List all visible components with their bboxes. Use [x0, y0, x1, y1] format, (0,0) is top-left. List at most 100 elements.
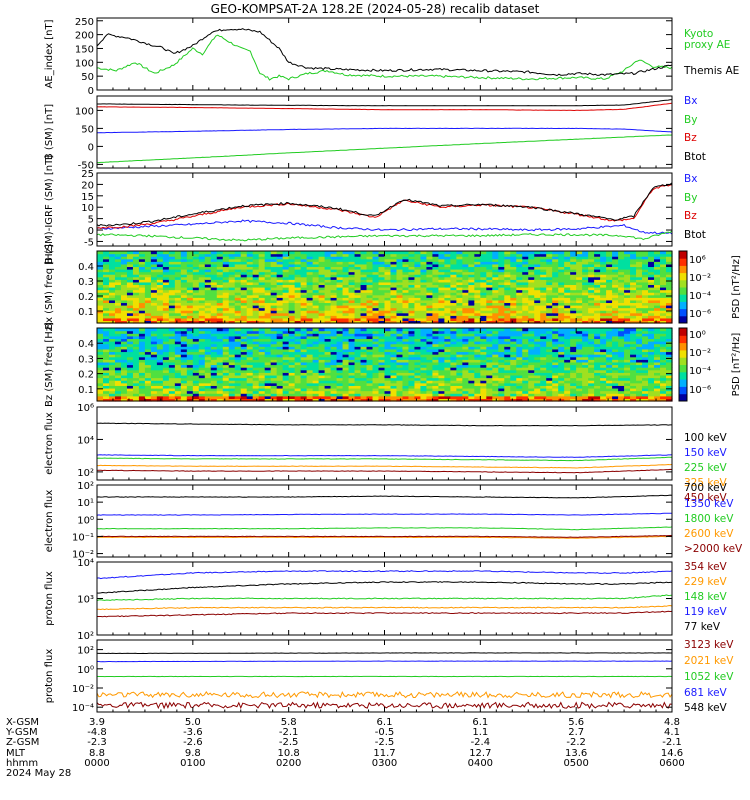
heatmap-cell: [372, 284, 380, 288]
heatmap-cell: [150, 333, 158, 337]
heatmap-cell: [294, 279, 302, 283]
heatmap-cell: [336, 269, 344, 273]
heatmap-cell: [504, 369, 511, 373]
heatmap-cell: [240, 261, 248, 265]
colorbar-tick: 10⁻²: [689, 273, 711, 284]
heatmap-cell: [180, 294, 188, 298]
heatmap-cell: [216, 330, 224, 334]
heatmap-cell: [97, 338, 104, 342]
heatmap-cell: [300, 351, 308, 355]
heatmap-cell: [210, 398, 218, 402]
heatmap-cell: [492, 251, 499, 255]
heatmap-cell: [666, 307, 673, 311]
heatmap-cell: [216, 385, 224, 389]
heatmap-cell: [648, 310, 655, 314]
heatmap-cell: [342, 274, 350, 278]
heatmap-cell: [144, 351, 152, 355]
heatmap-cell: [264, 266, 272, 270]
heatmap-cell: [198, 343, 206, 347]
heatmap-cell: [408, 305, 416, 309]
heatmap-cell: [97, 266, 104, 270]
heatmap-cell: [360, 351, 368, 355]
heatmap-cell: [498, 351, 505, 355]
y-tick-label: -5: [84, 237, 94, 248]
heatmap-cell: [540, 305, 547, 309]
heatmap-cell: [354, 395, 362, 399]
heatmap-cell: [144, 251, 152, 255]
heatmap-cell: [378, 271, 386, 275]
heatmap-cell: [97, 261, 104, 265]
heatmap-cell: [108, 359, 116, 363]
heatmap-cell: [198, 261, 206, 265]
legend-entry: Bx: [684, 173, 697, 185]
heatmap-cell: [504, 261, 511, 265]
heatmap-cell: [210, 364, 218, 368]
heatmap-cell: [210, 361, 218, 366]
heatmap-cell: [210, 294, 218, 298]
heatmap-cell: [354, 387, 362, 392]
heatmap-cell: [486, 346, 493, 350]
heatmap-cell: [558, 297, 565, 301]
heatmap-cell: [462, 354, 469, 358]
heatmap-cell: [180, 377, 188, 381]
heatmap-cell: [582, 317, 589, 322]
heatmap-cell: [378, 359, 386, 363]
heatmap-cell: [228, 330, 236, 334]
heatmap-cell: [366, 294, 374, 298]
heatmap-cell: [168, 330, 176, 334]
heatmap-cell: [618, 256, 625, 260]
heatmap-cell: [282, 281, 290, 286]
heatmap-cell: [234, 276, 242, 280]
heatmap-cell: [432, 354, 440, 358]
heatmap-cell: [132, 312, 140, 316]
panel-frame: [96, 17, 673, 91]
heatmap-cell: [300, 307, 308, 311]
heatmap-cell: [432, 281, 440, 286]
heatmap-cell: [318, 307, 326, 311]
heatmap-cell: [480, 274, 487, 278]
heatmap-cell: [264, 302, 272, 306]
heatmap-cell: [438, 302, 445, 306]
heatmap-cell: [372, 320, 380, 324]
heatmap-cell: [300, 258, 308, 262]
heatmap-cell: [354, 281, 362, 286]
heatmap-cell: [144, 364, 152, 368]
heatmap-cell: [114, 263, 122, 268]
heatmap-cell: [366, 320, 374, 324]
heatmap-cell: [282, 302, 290, 306]
heatmap-cell: [390, 343, 398, 347]
heatmap-cell: [168, 266, 176, 270]
heatmap-cell: [528, 312, 535, 316]
heatmap-cell: [222, 251, 230, 255]
heatmap-cell: [222, 346, 230, 350]
heatmap-cell: [210, 387, 218, 392]
heatmap-cell: [462, 390, 469, 394]
heatmap-cell: [384, 287, 392, 291]
heatmap-cell: [306, 251, 314, 255]
heatmap-cell: [150, 364, 158, 368]
heatmap-cell: [462, 372, 469, 376]
heatmap-cell: [372, 367, 380, 371]
heatmap-cell: [162, 390, 170, 394]
heatmap-cell: [438, 310, 445, 314]
heatmap-cell: [222, 263, 230, 268]
heatmap-cell: [504, 377, 511, 381]
heatmap-cell: [192, 372, 200, 376]
heatmap-cell: [360, 380, 368, 384]
heatmap-cell: [330, 335, 338, 340]
heatmap-cell: [258, 395, 266, 399]
heatmap-cell: [354, 330, 362, 334]
heatmap-cell: [174, 251, 182, 255]
heatmap-cell: [564, 258, 571, 262]
heatmap-cell: [642, 302, 649, 306]
heatmap-cell: [318, 359, 326, 363]
heatmap-cell: [156, 294, 164, 298]
heatmap-cell: [384, 361, 392, 366]
heatmap-cell: [216, 287, 224, 291]
heatmap-cell: [282, 341, 290, 345]
heatmap-cell: [204, 385, 212, 389]
heatmap-cell: [186, 251, 194, 255]
heatmap-cell: [306, 359, 314, 363]
heatmap-cell: [234, 382, 242, 386]
